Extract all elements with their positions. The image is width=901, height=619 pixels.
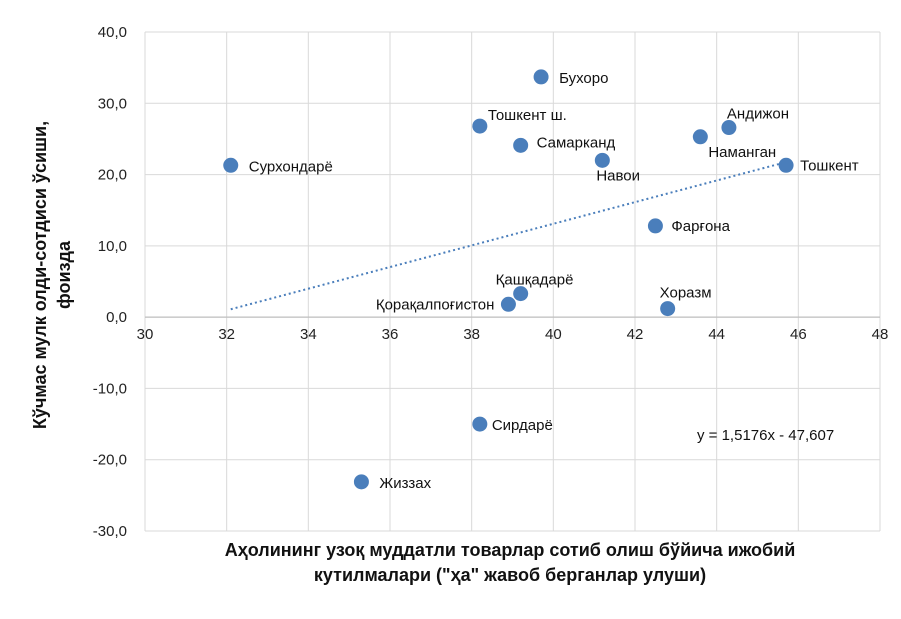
point-label: Бухоро	[559, 70, 608, 87]
point-label: Хоразм	[660, 285, 712, 302]
tick-labels: 30 32 34 36 38 40 42 44 46 48 -30,0 -20,0 -10,0 0,0 10…	[93, 24, 889, 540]
point-label: Тошкент	[800, 157, 859, 174]
x-tick-label: 40	[545, 326, 562, 343]
y-tick-label: 0,0	[106, 309, 127, 326]
y-tick-label: -30,0	[93, 523, 127, 540]
point-label: Қашқадарё	[496, 272, 574, 289]
data-point	[721, 120, 737, 136]
data-point	[472, 416, 488, 432]
point-label: Самарканд	[537, 134, 616, 151]
x-tick-label: 34	[300, 326, 317, 343]
data-point	[513, 286, 529, 302]
y-tick-label: 40,0	[98, 24, 127, 41]
x-axis-title-line-2: кутилмалари ("ҳа" жавоб берганлар улуши)	[314, 565, 706, 585]
data-point	[778, 157, 794, 173]
point-label: Андижон	[727, 106, 789, 123]
x-tick-label: 42	[627, 326, 644, 343]
x-tick-label: 36	[382, 326, 399, 343]
y-tick-label: -10,0	[93, 380, 127, 397]
data-point	[223, 157, 239, 173]
y-axis-title-line-1: Кўчмас мулк олди-сотдиси ўсиши,	[30, 121, 50, 429]
data-points	[223, 69, 794, 490]
point-label: Сирдарё	[492, 417, 553, 434]
data-point	[692, 129, 708, 145]
data-point	[472, 118, 488, 134]
data-point	[594, 152, 610, 168]
y-tick-label: 10,0	[98, 238, 127, 255]
point-label: Сурхондарё	[249, 158, 333, 175]
x-axis-title-line-1: Аҳолининг узоқ муддатли товарлар сотиб о…	[225, 540, 796, 560]
point-label: Навои	[596, 167, 640, 184]
data-point	[533, 69, 549, 85]
data-point	[500, 296, 516, 312]
y-tick-label: -20,0	[93, 452, 127, 469]
x-tick-label: 32	[218, 326, 235, 343]
x-tick-label: 38	[463, 326, 480, 343]
x-tick-label: 48	[872, 326, 889, 343]
y-axis-title-line-2: фоизда	[54, 240, 74, 309]
trendline	[230, 161, 787, 311]
data-point	[647, 218, 663, 234]
x-tick-label: 44	[708, 326, 725, 343]
point-label: Тошкент ш.	[488, 107, 567, 124]
x-tick-label: 30	[137, 326, 154, 343]
data-point	[513, 137, 529, 153]
trendline-equation: y = 1,5176x - 47,607	[697, 427, 834, 444]
data-point	[660, 301, 676, 317]
y-tick-label: 30,0	[98, 95, 127, 112]
y-tick-label: 20,0	[98, 167, 127, 184]
point-label: Қорақалпоғистон	[376, 296, 495, 313]
point-label: Наманган	[708, 144, 776, 161]
x-tick-label: 46	[790, 326, 807, 343]
point-label: Фарғона	[671, 218, 730, 235]
data-point	[353, 474, 369, 490]
trendline-layer	[230, 161, 787, 311]
point-label: Жиззах	[379, 475, 431, 492]
point-labels: Сурхондарё Тошкент ш. Бухоро Самарканд Навои…	[249, 70, 859, 492]
